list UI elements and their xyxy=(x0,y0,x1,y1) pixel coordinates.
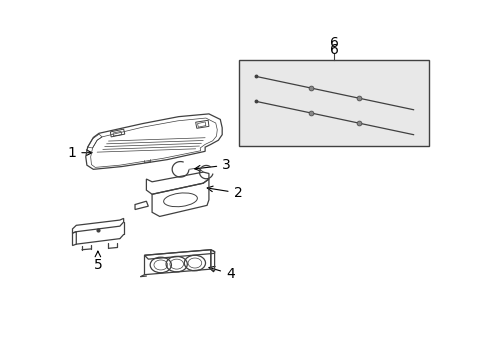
Text: 2: 2 xyxy=(207,186,242,200)
Text: 6: 6 xyxy=(329,36,338,50)
Text: 1: 1 xyxy=(67,146,92,160)
Text: 5: 5 xyxy=(93,251,102,272)
Text: 6: 6 xyxy=(329,43,338,57)
Text: 4: 4 xyxy=(208,266,234,281)
Bar xyxy=(239,60,428,146)
Text: 3: 3 xyxy=(194,158,230,172)
